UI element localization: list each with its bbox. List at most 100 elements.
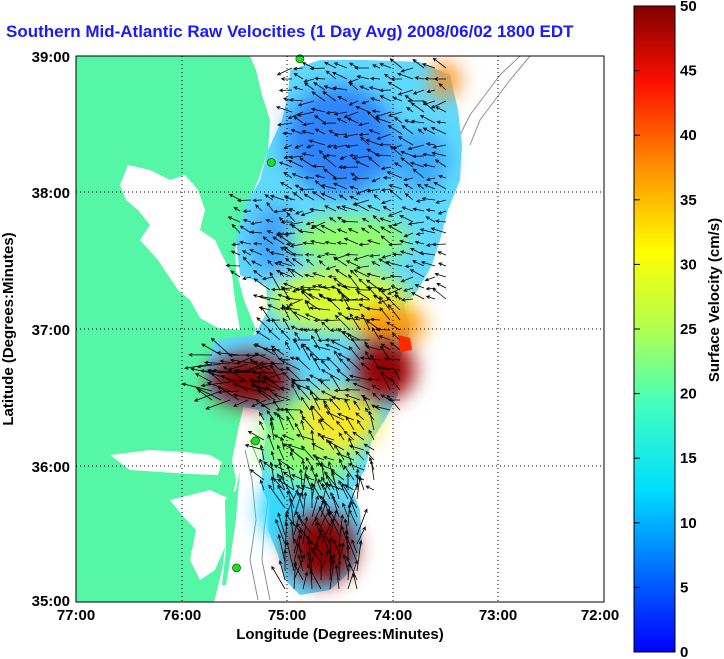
velocity-arrow [290,269,304,278]
velocity-arrow [374,153,392,157]
velocity-arrow [430,127,447,135]
x-tick-label: 74:00 [374,607,412,624]
velocity-arrow [348,100,359,106]
radar-stations [232,54,305,573]
velocity-arrow [227,216,241,223]
velocity-arrow [249,469,265,481]
velocity-arrow [386,171,403,179]
velocity-arrow [345,306,361,311]
velocity-arrow [259,361,285,365]
velocity-arrow [435,219,447,224]
velocity-arrow [364,344,381,351]
velocity-arrow [371,177,381,182]
y-axis: 39:00 38:00 37:00 36:00 35:00 [32,49,70,610]
velocity-arrow [345,252,359,257]
velocity-arrow [341,482,358,509]
velocity-arrow [336,420,345,431]
velocity-arrow [269,421,275,441]
velocity-arrow [301,459,305,471]
velocity-arrow [390,145,403,157]
velocity-arrow [309,306,331,311]
velocity-arrow [277,412,285,431]
velocity-arrow [255,386,276,401]
velocity-arrow [356,291,370,300]
velocity-arrow [361,313,371,331]
velocity-arrow [374,405,391,411]
velocity-arrow [256,317,271,331]
velocity-arrow [290,449,305,461]
velocity-arrow [299,187,315,192]
velocity-arrow [388,242,403,247]
velocity-arrow [360,362,371,371]
velocity-arrow [273,209,285,214]
velocity-arrow [387,210,403,217]
velocity-arrow [266,201,274,212]
velocity-arrow [422,152,436,157]
velocity-arrow [381,254,392,259]
velocity-arrow [437,251,447,256]
velocity-arrow [358,122,370,127]
velocity-arrow [249,249,263,256]
velocity-arrow [300,445,315,461]
velocity-arrow [280,77,293,81]
velocity-arrow [259,479,265,491]
velocity-arrow [311,91,326,102]
velocity-arrow [333,350,341,361]
velocity-arrow [285,407,295,421]
y-tick-label: 35:00 [32,593,70,610]
velocity-arrow [306,535,322,554]
velocity-arrow [343,430,355,441]
velocity-arrow [283,246,296,256]
velocity-arrow [368,129,381,135]
x-tick-label: 72:00 [581,607,619,624]
velocity-arrow [295,210,304,215]
velocity-arrow [253,241,263,246]
velocity-arrow [249,358,267,374]
velocity-arrow [296,385,311,401]
velocity-arrow [278,560,286,581]
velocity-arrow [275,518,286,545]
velocity-arrow [252,198,263,203]
velocity-arrow [367,225,381,234]
velocity-arrow [329,397,341,411]
orange-northeast [430,62,460,98]
velocity-arrow [338,542,345,563]
velocity-arrow [422,163,436,168]
velocity-arrow [359,85,370,91]
velocity-arrow [275,269,293,278]
colorbar-tick-label: 25 [680,321,697,338]
velocity-arrow [366,111,381,124]
velocity-arrow [230,250,241,256]
velocity-arrow [380,188,392,192]
velocity-arrow [323,399,331,411]
velocity-arrow [315,174,326,179]
velocity-arrow [326,144,337,148]
velocity-arrow [317,284,331,291]
velocity-arrow [345,260,359,267]
velocity-arrow [345,378,360,382]
velocity-arrow [367,377,381,382]
velocity-arrow [415,232,425,236]
velocity-arrow [363,396,371,411]
velocity-arrow [385,260,403,267]
velocity-arrow [365,450,375,461]
velocity-arrow [415,199,425,203]
velocity-arrow [242,209,252,214]
velocity-arrow [305,456,315,471]
velocity-arrow [320,192,337,201]
velocity-arrow [422,63,436,69]
velocity-arrow [368,156,381,168]
velocity-arrow [281,360,301,371]
velocity-arrow [354,66,370,70]
velocity-arrow [352,155,370,160]
velocity-arrow [253,278,271,291]
velocity-arrow [280,386,291,391]
velocity-arrow [388,184,403,190]
velocity-arrow [286,212,296,223]
velocity-arrow [438,262,447,267]
cyan-lower [258,480,302,540]
colorbar-tick-label: 5 [680,579,688,596]
colorbar-tick-label: 20 [680,386,697,403]
velocity-arrow [356,419,365,431]
velocity-arrow [312,164,326,169]
